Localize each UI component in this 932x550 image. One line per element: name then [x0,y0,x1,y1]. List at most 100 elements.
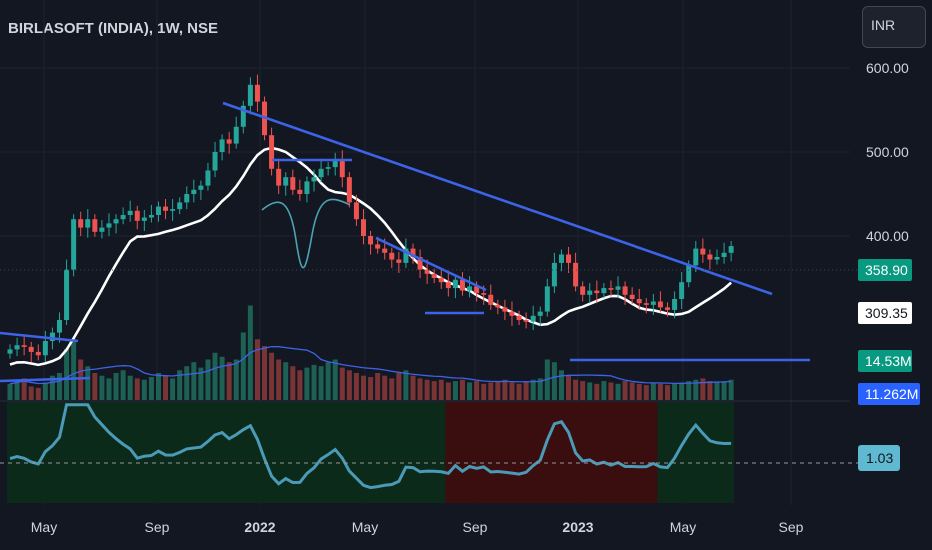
candle [601,283,607,299]
candle [368,230,374,255]
candle [339,150,345,188]
candle-body [622,286,628,295]
candle [361,209,366,245]
candle-body [49,332,55,341]
chart-title: BIRLASOFT (INDIA), 1W, NSE [8,20,218,37]
candle [71,214,77,277]
candle [78,211,84,236]
candle [99,220,105,239]
volume-value-badge-text: 14.53M [865,353,912,369]
volume-bar [21,378,27,400]
candle-body [339,160,345,178]
candle-body [601,288,607,294]
volume-bar [389,378,395,400]
candle [551,252,557,294]
volume-value-badge-bg [858,350,912,372]
candle-body [728,246,734,253]
indicator-zone-red [445,402,664,503]
volume-bar [99,375,105,400]
candle-body [629,294,635,299]
volume-bar [665,385,671,400]
volume-bar [184,366,190,400]
volume-bar [219,356,225,400]
candle [240,100,246,134]
volume-bar [431,381,437,400]
candle-body [530,315,536,322]
volume-bar [148,377,154,400]
candle-body [650,301,656,305]
candle-body [566,254,572,263]
candle-body [573,262,579,287]
candle [92,214,98,237]
candle-body [283,177,289,186]
volume-bar [495,381,501,400]
volume-bar [78,359,84,400]
candle [679,272,685,310]
candle [85,209,91,238]
candle-body [106,223,112,228]
candle [622,281,628,305]
indicator-zone-green [657,402,735,503]
candle-body [325,167,331,169]
candle [290,169,296,195]
volume-bar [49,375,55,400]
indicator-line [9,403,732,490]
volume-bar [198,367,204,400]
candle [198,180,204,200]
currency-selector[interactable]: INR [862,6,926,48]
volume-bar [42,382,48,400]
volume-bar [14,381,20,400]
candle [410,243,416,264]
candle-body [438,278,444,283]
last-price-badge: 358.90 [858,259,912,281]
candle-body [56,320,62,333]
volume-bar [686,381,692,400]
candle-body [219,139,225,152]
candle-body [431,273,437,278]
candle-body [297,189,303,194]
candle-body [608,288,614,290]
candle-body [42,341,48,356]
candle-body [389,252,395,260]
candle [573,252,579,292]
volume-bar [254,339,260,400]
candle [459,272,465,296]
volume-bar [608,382,614,400]
volume-bar [276,359,282,400]
candle [417,249,423,278]
ma-value-badge-bg [858,302,912,324]
volume-bar [361,375,366,400]
candle-body [21,345,27,347]
candle [184,186,190,210]
candle-body [240,105,246,127]
volume-bar [64,348,70,400]
candle [35,344,41,361]
volume-bar [396,373,402,400]
candle-body [148,215,154,218]
candle-body [311,177,317,182]
candle [28,341,34,362]
trendline [0,376,91,383]
candle-body [28,346,34,352]
volume-bar [304,367,310,400]
volume-bar [615,383,621,400]
x-tick-label: May [352,519,378,535]
x-tick-label: Sep [145,519,170,535]
volume-bar [679,382,685,400]
trendline [375,236,487,292]
indicator-zone-green [7,402,452,503]
candle [431,268,437,284]
volume-ma-line [9,346,732,385]
volume-bar [240,332,246,400]
candle-body [721,252,727,257]
candle-body [226,139,232,144]
volume-bar [346,370,352,400]
candle [558,249,564,272]
volume-bar [353,373,359,400]
candle [467,276,473,298]
candle [502,299,508,320]
volume-bar [424,379,430,400]
volume-bar [269,352,275,400]
volume-bar [481,383,487,400]
